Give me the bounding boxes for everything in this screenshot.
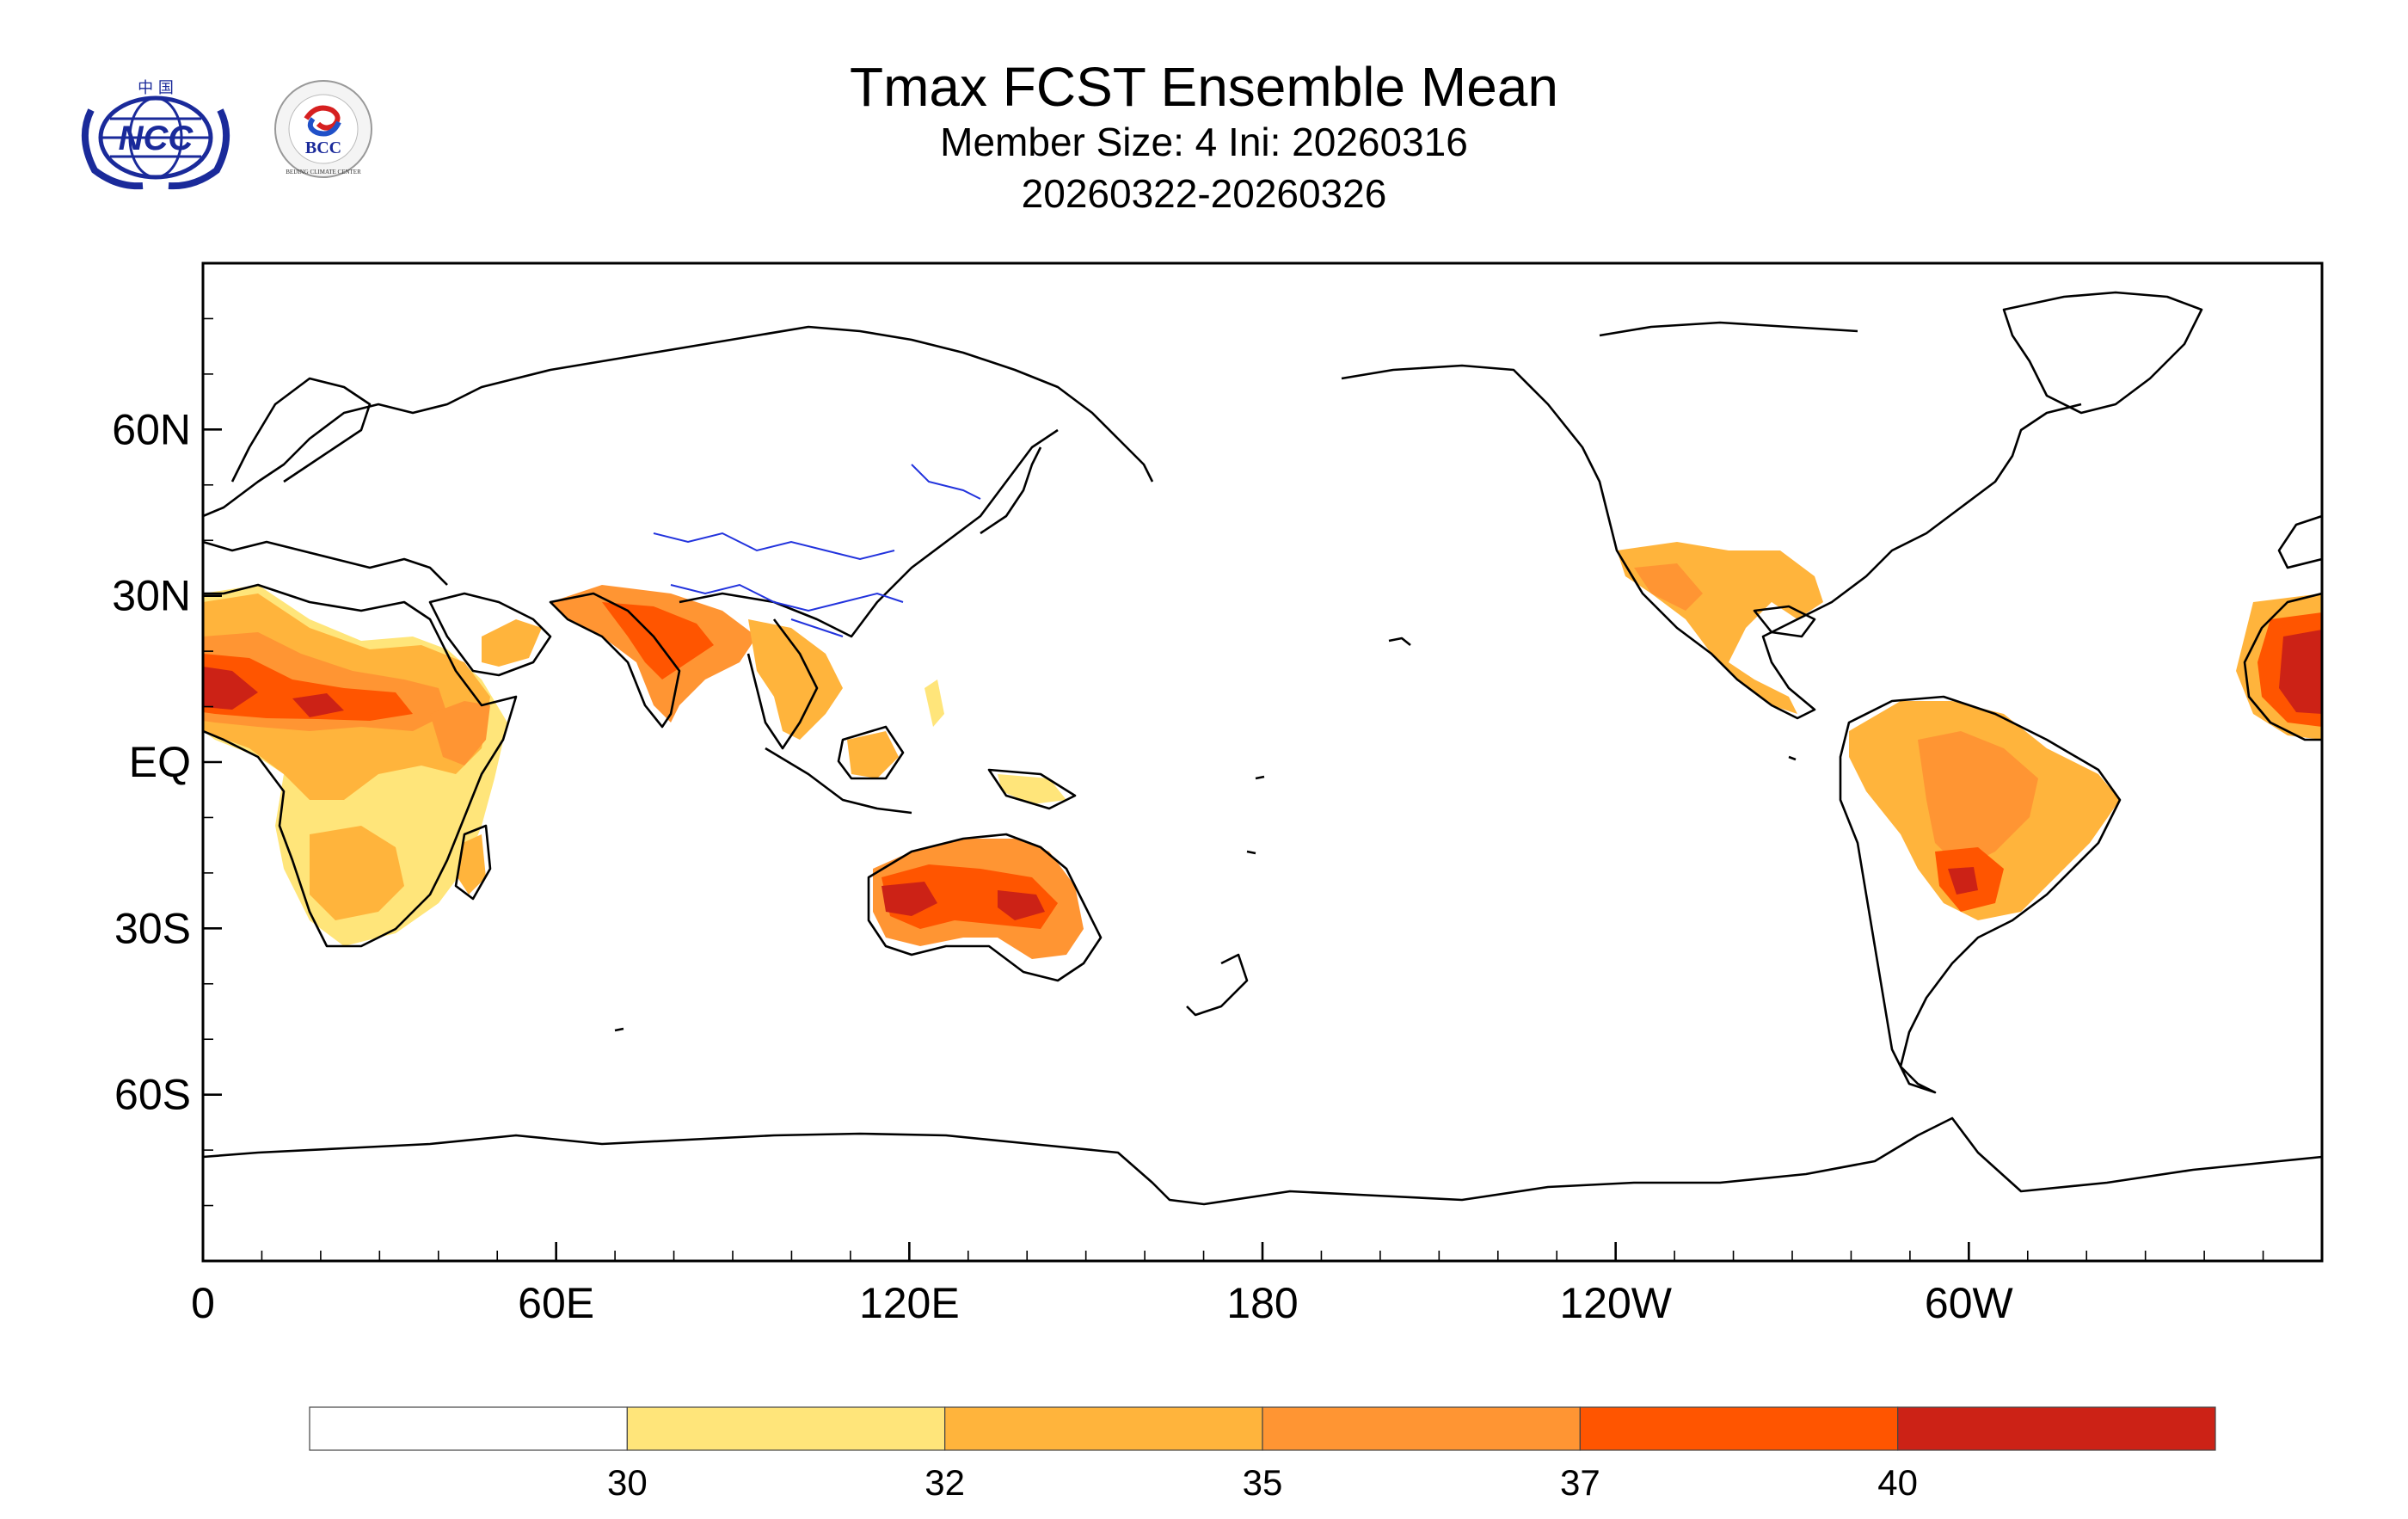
shade-borneo-30: [847, 731, 899, 778]
shade-madagascar-32: [458, 834, 486, 895]
shade-africa-40: [203, 667, 258, 710]
shade-australia-40b: [998, 890, 1045, 920]
shade-philippines-30: [924, 680, 944, 727]
shade-eastafrica-32: [430, 701, 490, 766]
y-tick-label: EQ: [129, 738, 191, 786]
map-subtitle: Member Size: 4 Ini: 20260316: [940, 120, 1468, 164]
shade-newguinea-30: [998, 774, 1066, 804]
map-axes: 60N 30N EQ 30S 60S 0 60E 120E 180 120W 60W: [112, 317, 2264, 1327]
colorbar-bin: [944, 1406, 1263, 1451]
svg-text:中 国: 中 国: [138, 79, 174, 97]
x-tick-label: 180: [1226, 1279, 1298, 1327]
ncc-logo: NCC 中 国: [81, 79, 230, 190]
colorbar-label: 40: [1877, 1462, 1918, 1503]
x-tick-label: 60W: [1925, 1279, 2014, 1327]
china-rivers: [653, 464, 981, 637]
shade-samerica-40: [1948, 867, 1978, 895]
x-tick-label: 60E: [518, 1279, 594, 1327]
colorbar-bin: [309, 1406, 628, 1451]
shade-africa-40b: [292, 693, 344, 717]
shade-arabia-32: [482, 619, 542, 667]
shade-africa-37: [203, 654, 413, 721]
y-tick-label: 30S: [114, 904, 191, 952]
bcc-logo: BCC BEIJING CLIMATE CENTER: [274, 80, 372, 178]
svg-text:BCC: BCC: [305, 138, 341, 157]
colorbar-bin: [626, 1406, 946, 1451]
colorbar-bin: [1262, 1406, 1581, 1451]
shade-seasia-32: [748, 619, 843, 740]
map-title: Tmax FCST Ensemble Mean: [850, 56, 1558, 118]
shade-australia-40a: [882, 882, 937, 916]
colorbar-bin: [1579, 1406, 1899, 1451]
y-tick-label: 60N: [112, 405, 191, 453]
shade-samerica-35: [1918, 731, 2038, 869]
x-tick-label: 120E: [859, 1279, 960, 1327]
shade-wafrica-east-40: [2279, 630, 2322, 714]
svg-text:NCC: NCC: [119, 120, 194, 157]
coastlines: [203, 291, 2322, 1206]
x-tick-label: 120W: [1559, 1279, 1672, 1327]
y-tick-label: 60S: [114, 1071, 191, 1119]
colorbar-label: 35: [1243, 1462, 1283, 1503]
svg-text:BEIJING CLIMATE CENTER: BEIJING CLIMATE CENTER: [286, 169, 361, 175]
y-tick-label: 30N: [112, 572, 191, 620]
shade-mexico-35: [1634, 563, 1703, 611]
colorbar-label: 37: [1560, 1462, 1600, 1503]
x-tick-label: 0: [191, 1279, 215, 1327]
forecast-period: 20260322-20260326: [1021, 171, 1387, 216]
colorbar-label: 32: [924, 1462, 965, 1503]
colorbar-bin: [1897, 1406, 2216, 1451]
shade-safrica-32: [310, 826, 404, 920]
colorbar-label: 30: [607, 1462, 648, 1503]
